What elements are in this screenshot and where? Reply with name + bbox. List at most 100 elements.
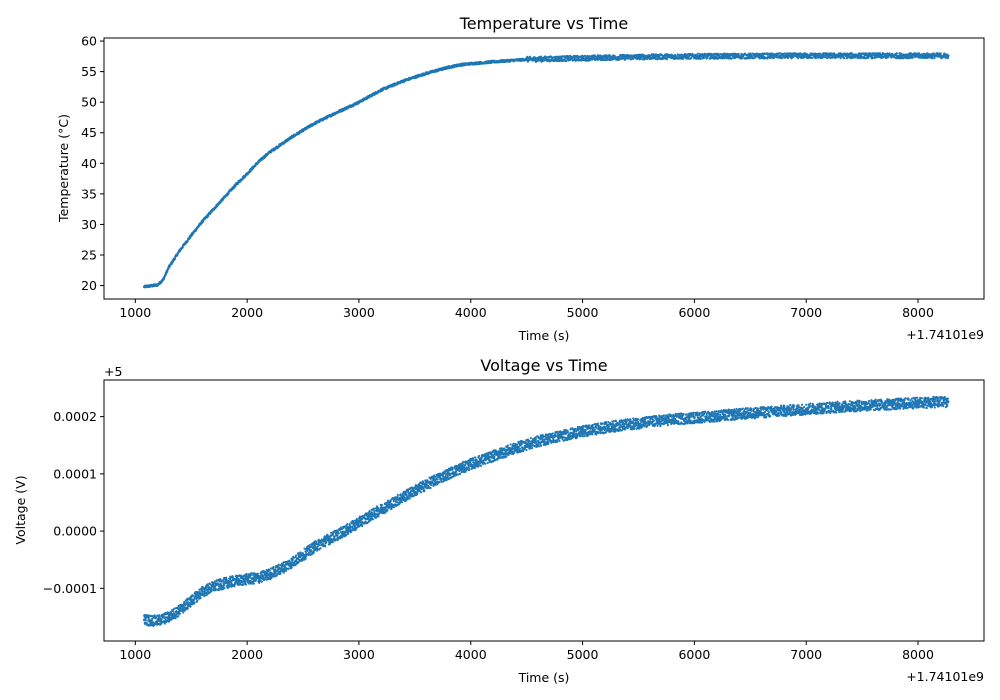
data-point	[193, 601, 196, 605]
data-point	[429, 486, 432, 490]
data-point	[377, 506, 380, 510]
data-point	[153, 614, 156, 617]
data-point	[396, 501, 399, 504]
data-point	[337, 532, 340, 535]
data-point	[797, 57, 800, 60]
data-point	[372, 507, 376, 510]
data-point	[748, 57, 752, 60]
data-point	[730, 57, 733, 60]
data-point	[161, 278, 165, 281]
data-point	[895, 52, 898, 55]
data-point	[468, 468, 471, 471]
data-point	[196, 599, 199, 602]
y-tick-label: 60	[81, 34, 97, 49]
data-point	[486, 461, 489, 465]
x-tick-label: 4000	[455, 647, 487, 662]
data-point	[386, 509, 389, 512]
data-point	[142, 285, 146, 289]
data-point	[299, 551, 302, 554]
x-tick-label: 7000	[790, 305, 822, 320]
data-point	[778, 52, 781, 55]
data-point	[424, 72, 428, 75]
data-point	[160, 618, 163, 621]
y-axis-label: Temperature (°C)	[56, 114, 71, 223]
data-point	[534, 57, 537, 60]
x-tick-label: 4000	[455, 305, 487, 320]
data-point	[268, 151, 271, 154]
data-point	[380, 88, 383, 92]
y-tick-label: 35	[81, 186, 97, 201]
data-point	[183, 600, 186, 603]
data-point	[186, 607, 189, 610]
data-point	[336, 538, 340, 541]
data-point	[245, 572, 248, 576]
data-point	[742, 55, 745, 58]
data-point	[346, 523, 349, 526]
data-point	[323, 535, 326, 538]
data-point	[223, 195, 227, 199]
data-point	[474, 456, 477, 459]
data-point	[436, 483, 439, 486]
data-point	[205, 586, 208, 590]
data-point	[189, 605, 192, 608]
data-point	[461, 463, 465, 466]
data-point	[422, 480, 425, 484]
data-point	[220, 200, 223, 203]
data-point	[167, 265, 171, 269]
data-point	[842, 57, 846, 60]
data-point	[946, 57, 950, 60]
data-point	[341, 536, 344, 539]
data-point	[593, 54, 596, 57]
data-point	[377, 515, 380, 518]
data-point	[525, 58, 528, 61]
data-point	[430, 483, 433, 487]
y-tick-label: 40	[81, 156, 97, 171]
data-point	[478, 454, 481, 458]
data-point	[348, 524, 352, 528]
data-point	[277, 563, 280, 567]
data-point	[210, 587, 213, 590]
data-point	[484, 462, 487, 465]
data-point	[234, 183, 238, 186]
y-tick-label: 25	[81, 247, 97, 262]
data-point	[274, 570, 277, 573]
data-points	[142, 395, 950, 627]
data-point	[272, 565, 275, 569]
data-point	[389, 499, 392, 502]
data-point	[419, 491, 423, 494]
data-point	[839, 57, 842, 60]
data-point	[361, 524, 364, 528]
data-point	[710, 52, 713, 55]
data-point	[256, 572, 259, 575]
data-point	[249, 574, 252, 577]
data-point	[737, 52, 740, 56]
data-point	[316, 545, 319, 548]
data-point	[444, 475, 447, 478]
data-point	[741, 57, 744, 60]
y-tick-label: 0.0000	[53, 524, 97, 539]
data-point	[458, 63, 461, 67]
data-point	[290, 566, 293, 569]
y-tick-label: 0.0002	[53, 409, 97, 424]
data-point	[565, 59, 568, 63]
data-point	[360, 523, 363, 526]
data-point	[693, 55, 696, 58]
data-point	[272, 575, 275, 578]
y-tick-label: 55	[81, 64, 97, 79]
data-point	[182, 611, 185, 614]
data-point	[158, 616, 161, 619]
data-point	[416, 491, 419, 494]
data-point	[916, 54, 920, 58]
data-point	[396, 493, 399, 497]
data-point	[458, 472, 462, 476]
data-point	[673, 57, 676, 61]
x-tick-label: 8000	[902, 305, 934, 320]
data-point	[324, 545, 327, 548]
data-point	[201, 220, 204, 223]
data-point	[244, 581, 247, 584]
data-point	[392, 506, 396, 509]
data-point	[244, 583, 248, 586]
data-point	[156, 283, 159, 287]
data-point	[451, 466, 454, 469]
